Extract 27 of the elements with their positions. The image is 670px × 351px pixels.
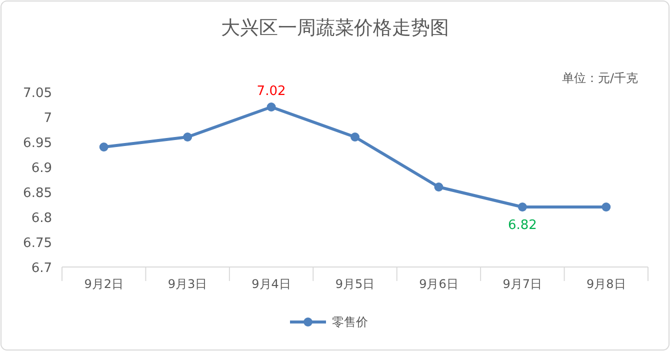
x-tick-label: 9月4日	[252, 277, 291, 291]
x-tick-label: 9月7日	[502, 277, 542, 291]
point	[266, 102, 276, 112]
point	[183, 132, 192, 142]
data-label: 6.82	[508, 218, 537, 233]
data-label: 7.02	[256, 84, 286, 99]
y-tick-label: 6.85	[23, 186, 52, 201]
chart-title: 大兴区一周蔬菜价格走势图	[221, 17, 449, 39]
y-tick-label: 6.75	[23, 236, 52, 251]
y-tick-label: 6.7	[31, 261, 52, 276]
x-tick-label: 9月5日	[335, 277, 375, 291]
x-tick-label: 9月8日	[586, 277, 626, 291]
x-tick-label: 9月2日	[84, 277, 124, 291]
x-tick-label: 9月3日	[168, 277, 208, 291]
y-tick-label: 6.9	[31, 161, 52, 176]
point	[602, 202, 611, 212]
point	[99, 142, 108, 152]
point	[434, 182, 444, 192]
legend-label: 零售价	[332, 315, 368, 329]
y-tick-label: 6.8	[31, 211, 52, 226]
x-tick-label: 9月6日	[419, 277, 458, 291]
text: 单位：元/千克	[562, 71, 638, 85]
point	[518, 202, 527, 212]
y-tick-label: 7.05	[23, 86, 52, 101]
y-tick-label: 7	[44, 111, 52, 126]
point	[350, 132, 360, 142]
y-tick-label: 6.95	[23, 136, 52, 151]
